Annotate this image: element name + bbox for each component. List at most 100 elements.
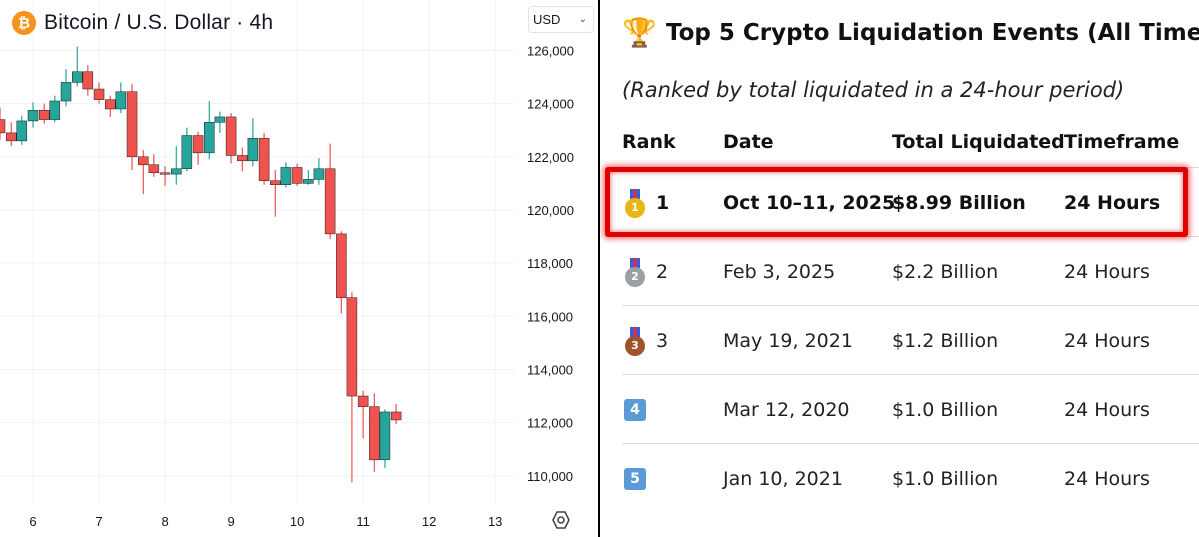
settings-icon (552, 511, 570, 529)
candle-body (247, 137, 259, 162)
candle-body (72, 71, 83, 83)
column-header-timeframe: Timeframe (1064, 131, 1180, 153)
candle-body (115, 91, 127, 110)
date-cell: Oct 10–11, 2025 (723, 191, 896, 214)
candle-body (49, 100, 61, 120)
x-tick-label: 12 (422, 514, 436, 529)
date-cell: May 19, 2021 (723, 329, 853, 352)
total-cell: $2.2 Billion (892, 260, 999, 283)
price-chart-panel[interactable]: 126,000 124,000 122,000 120,000 118,000 116,0… (0, 0, 598, 537)
trophy-icon: 🏆 (622, 16, 657, 49)
candle-body (148, 164, 160, 174)
rank-cell: 2 2 (624, 237, 668, 306)
rank-cell: 5 (624, 444, 656, 513)
currency-value: USD (533, 12, 561, 27)
chart-settings-button[interactable] (548, 508, 574, 532)
y-tick-label: 112,000 (527, 416, 573, 431)
candle-body (390, 411, 402, 421)
rank-cell: 1 1 (624, 168, 669, 237)
timeframe-cell: 24 Hours (1064, 260, 1150, 283)
highlight-box (605, 167, 1188, 237)
table-row-5: 5 Jan 10, 2021 $1.0 Billion 24 Hours (622, 444, 1199, 513)
rank-value: 2 (656, 260, 669, 283)
candle-body (303, 179, 314, 184)
y-tick-label: 118,000 (527, 256, 573, 271)
rank-cell: 4 (624, 375, 656, 444)
chevron-down-icon: ⌄ (578, 14, 587, 25)
candle-body (324, 168, 336, 235)
candle-body (5, 132, 17, 142)
table-title-text: Top 5 Crypto Liquidation Events (All Tim… (666, 19, 1199, 46)
timeframe-cell: 24 Hours (1064, 329, 1150, 352)
rank-value: 3 (656, 329, 669, 352)
candle-body (291, 167, 303, 184)
candle-body (82, 71, 94, 90)
y-tick-label: 120,000 (527, 203, 574, 218)
y-tick-label: 116,000 (527, 309, 573, 324)
candle-body (181, 135, 193, 170)
candle-body (60, 82, 72, 102)
candle-body (105, 99, 116, 110)
chart-title: Bitcoin / U.S. Dollar · 4h (44, 11, 274, 34)
candle-body (270, 180, 281, 185)
candle-body (214, 116, 226, 123)
candle-body (336, 233, 347, 298)
silver-medal-icon: 2 (624, 257, 646, 287)
candle-body (379, 411, 391, 461)
candle-body (346, 297, 358, 397)
keycap-4-icon: 4 (624, 398, 646, 421)
gold-medal-icon: 1 (624, 188, 646, 218)
table-row-2: 2 2 Feb 3, 2025 $2.2 Billion 24 Hours (622, 237, 1199, 306)
row-separator (622, 374, 1199, 375)
candle-body (126, 91, 138, 158)
y-tick-label: 114,000 (527, 362, 573, 377)
candle-body (280, 167, 292, 185)
table-row-3: 3 3 May 19, 2021 $1.2 Billion 24 Hours (622, 306, 1199, 375)
x-tick-label: 6 (29, 514, 36, 529)
timeframe-cell: 24 Hours (1064, 467, 1150, 490)
rank-cell: 3 3 (624, 306, 668, 375)
row-separator (622, 305, 1199, 306)
table-subtitle: (Ranked by total liquidated in a 24-hour… (622, 78, 1125, 102)
chart-header: ₿ Bitcoin / U.S. Dollar · 4h (12, 10, 273, 36)
candle-body (192, 135, 204, 154)
candle-body (313, 168, 325, 180)
timeframe-cell: 24 Hours (1064, 398, 1150, 421)
candle-body (237, 155, 248, 162)
bronze-medal-icon: 3 (624, 326, 646, 356)
bitcoin-icon: ₿ (12, 11, 36, 35)
table-row-1: 1 1 Oct 10–11, 2025 $8.99 Billion 24 Hou… (622, 168, 1199, 237)
currency-select[interactable]: USD ⌄ (528, 6, 594, 33)
candle-body (138, 156, 149, 166)
total-cell: $1.2 Billion (892, 329, 999, 352)
total-cell: $1.0 Billion (892, 398, 999, 421)
candle-body (16, 120, 28, 142)
panel-divider (598, 0, 600, 537)
keycap-5-icon: 5 (624, 467, 646, 490)
candlestick-chart[interactable]: 126,000 124,000 122,000 120,000 118,000 116,0… (0, 0, 598, 537)
y-tick-label: 126,000 (527, 44, 574, 59)
y-tick-label: 110,000 (527, 469, 573, 484)
x-tick-label: 11 (356, 514, 370, 529)
x-tick-label: 9 (227, 514, 234, 529)
x-tick-label: 10 (290, 514, 304, 529)
candle-body (159, 172, 171, 175)
x-tick-label: 8 (161, 514, 168, 529)
candle-body (369, 406, 380, 461)
x-tick-label: 13 (488, 514, 502, 529)
timeframe-cell: 24 Hours (1064, 191, 1161, 214)
column-header-rank: Rank (622, 131, 676, 153)
candle-body (0, 119, 6, 134)
rank-value: 1 (656, 191, 670, 214)
column-header-total: Total Liquidated (892, 131, 1065, 153)
candle-body (225, 116, 237, 156)
total-cell: $8.99 Billion (892, 191, 1026, 214)
total-cell: $1.0 Billion (892, 467, 999, 490)
y-tick-label: 124,000 (527, 97, 574, 112)
y-tick-label: 122,000 (527, 150, 574, 165)
date-cell: Mar 12, 2020 (723, 398, 850, 421)
candle-body (258, 137, 270, 181)
candle-body (38, 110, 50, 120)
liquidation-table-panel: 🏆 Top 5 Crypto Liquidation Events (All T… (600, 0, 1199, 537)
date-cell: Feb 3, 2025 (723, 260, 836, 283)
